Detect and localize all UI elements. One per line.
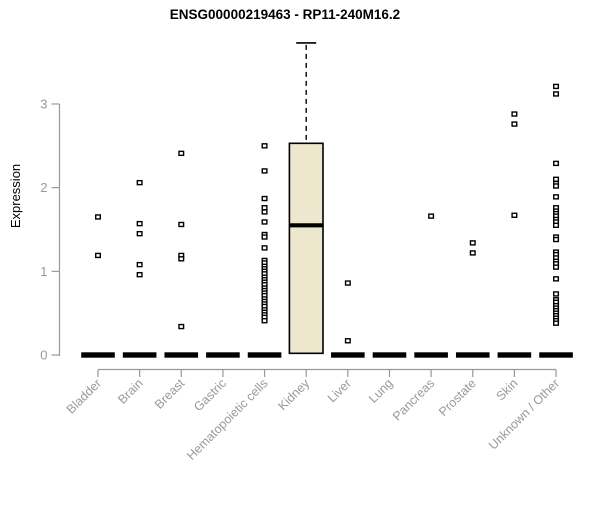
x-category-label: Brain (115, 376, 146, 407)
x-category-label: Skin (493, 376, 520, 403)
x-category-label: Breast (152, 376, 188, 412)
data-point (261, 209, 268, 215)
x-category-label: Pancreas (390, 376, 437, 423)
zero-median-bar (247, 352, 282, 358)
data-point (553, 83, 560, 90)
y-tick-label: 2 (40, 180, 47, 195)
x-category-label: Unknown / Other (486, 376, 562, 452)
data-point (178, 323, 185, 330)
data-point (553, 291, 560, 297)
zero-median-bar (331, 352, 365, 358)
data-point (94, 252, 101, 259)
data-point (261, 205, 268, 211)
x-category-label: Lung (366, 376, 396, 406)
data-point (511, 212, 518, 218)
zero-median-bar (81, 352, 115, 358)
data-point (344, 280, 351, 286)
data-point (136, 271, 143, 278)
data-point (136, 230, 143, 237)
data-point (94, 214, 101, 220)
zero-median-bar (122, 352, 157, 358)
data-point (261, 234, 268, 240)
data-point (553, 176, 560, 182)
zero-median-bar (414, 352, 448, 358)
x-category-label: Hematopoietic cells (184, 376, 271, 463)
data-point (178, 256, 185, 262)
data-point (553, 160, 560, 167)
data-point (261, 245, 268, 251)
data-point (553, 320, 560, 326)
data-point (553, 183, 560, 189)
data-point (136, 220, 143, 227)
data-point (469, 250, 476, 256)
data-point (261, 317, 268, 324)
data-point (469, 240, 476, 246)
data-point (511, 121, 518, 127)
plot-area: 0 1 2 3 Bladder Brain Breast GastricHematopoiet… (40, 42, 573, 463)
box (288, 142, 324, 355)
x-category-label: Bladder (64, 376, 104, 416)
data-point (553, 276, 560, 282)
data-point (553, 194, 560, 200)
y-tick-label: 1 (40, 264, 47, 279)
x-category-label: Prostate (436, 376, 479, 419)
data-point (553, 264, 560, 270)
data-point (428, 213, 435, 219)
chart-title: ENSG00000219463 - RP11-240M16.2 (170, 7, 400, 22)
data-point (344, 338, 351, 344)
y-tick-label: 0 (40, 348, 47, 363)
zero-median-bar (455, 352, 490, 358)
y-tick-label: 3 (40, 96, 47, 111)
zero-median-bar (372, 352, 407, 358)
data-point (553, 236, 560, 243)
zero-median-bar (497, 352, 532, 358)
data-point (261, 195, 268, 202)
data-point (261, 219, 268, 225)
data-point (136, 179, 143, 186)
data-point (178, 150, 185, 157)
data-point (261, 143, 268, 149)
x-category-label: Kidney (275, 376, 312, 413)
x-category-label: Liver (325, 376, 354, 405)
zero-median-bar (539, 352, 573, 358)
y-axis-label: Expression (8, 164, 23, 228)
zero-median-bar (164, 352, 199, 358)
data-point (178, 221, 185, 228)
data-point (553, 222, 560, 229)
x-category-label: Gastric (191, 376, 229, 414)
data-point (136, 261, 143, 268)
zero-median-bar (206, 352, 240, 358)
data-point (511, 111, 518, 117)
data-point (553, 91, 560, 97)
data-point (261, 168, 268, 174)
